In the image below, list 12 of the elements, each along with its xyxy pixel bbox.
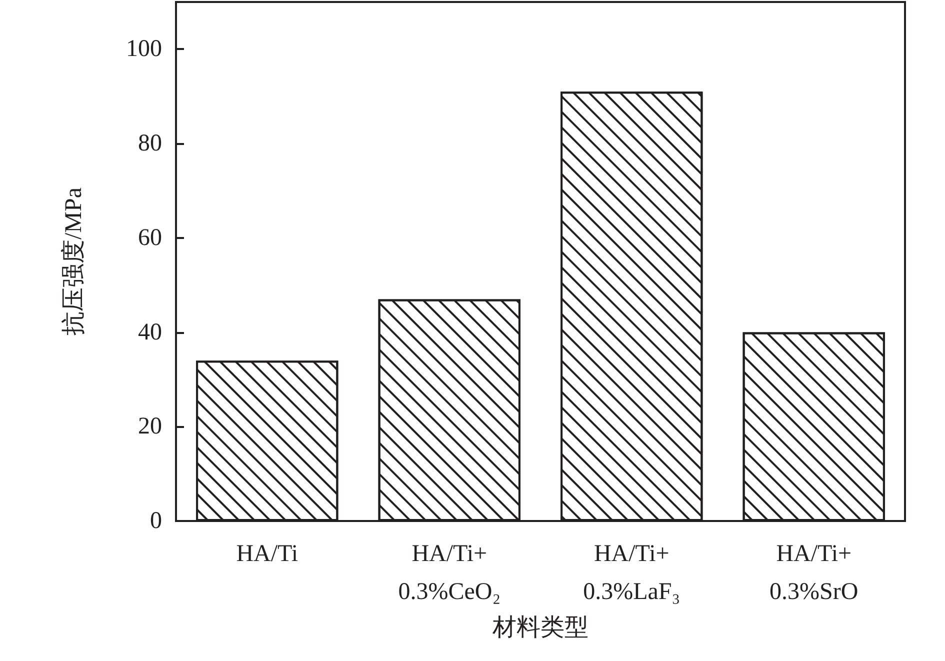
y-tick-label: 60 — [138, 224, 162, 251]
y-tick-label: 20 — [138, 414, 162, 440]
x-axis-title: 材料类型 — [492, 614, 588, 641]
y-tick-label: 100 — [126, 36, 162, 62]
x-tick-label: HA/Ti+ 0.3%SrO — [770, 541, 858, 605]
y-tick-label: 40 — [138, 319, 162, 346]
y-tick-label: 80 — [138, 130, 162, 157]
x-tick-label: HA/Ti+ 0.3%CeO₂ — [398, 541, 501, 605]
y-tick-label: 0 — [150, 508, 162, 534]
y-axis-title: 抗压强度/MPa — [60, 187, 87, 336]
x-tick-label: HA/Ti+ 0.3%LaF₃ — [583, 541, 680, 605]
x-tick-label: HA/Ti — [236, 541, 298, 567]
